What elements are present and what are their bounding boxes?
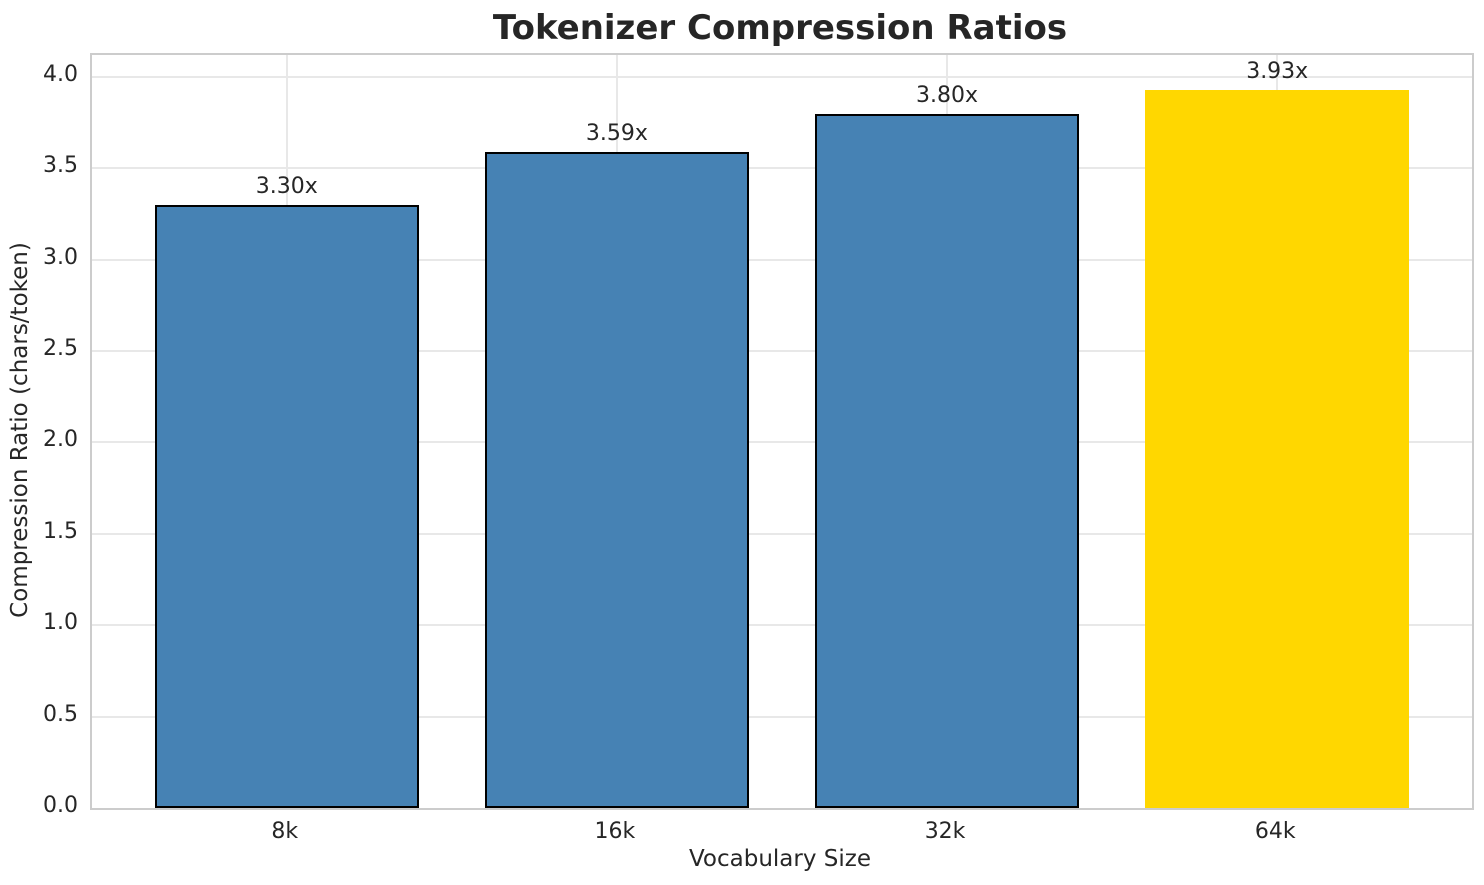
plot-area: 3.30x 3.59x 3.80x 3.93x bbox=[90, 53, 1474, 810]
bar-value-label: 3.93x bbox=[1246, 58, 1309, 84]
y-tick-label: 1.0 bbox=[43, 610, 78, 636]
y-tick-label: 3.0 bbox=[43, 244, 78, 270]
gridline-horizontal bbox=[92, 624, 1472, 627]
bar-16k bbox=[484, 151, 749, 808]
x-tick-label: 8k bbox=[271, 819, 299, 844]
bar-32k bbox=[815, 113, 1080, 808]
gridline-horizontal bbox=[92, 75, 1472, 78]
x-tick-label: 16k bbox=[594, 819, 636, 844]
bar-8k bbox=[154, 204, 419, 808]
y-tick-label: 1.5 bbox=[43, 518, 78, 544]
gridline-horizontal bbox=[92, 350, 1472, 353]
gridline-horizontal bbox=[92, 715, 1472, 718]
gridline-horizontal bbox=[92, 532, 1472, 535]
bar-value-label: 3.59x bbox=[585, 120, 648, 146]
y-tick-label: 0.0 bbox=[43, 793, 78, 818]
x-axis-label: Vocabulary Size bbox=[688, 846, 871, 872]
y-tick-label: 4.0 bbox=[43, 61, 78, 87]
bar-64k bbox=[1145, 89, 1410, 808]
x-tick-label: 32k bbox=[924, 819, 966, 844]
bar-value-label: 3.80x bbox=[916, 82, 979, 108]
gridline-horizontal bbox=[92, 258, 1472, 261]
y-tick-label: 3.5 bbox=[43, 153, 78, 179]
gridline-horizontal bbox=[92, 167, 1472, 170]
y-tick-label: 0.5 bbox=[43, 701, 78, 727]
chart-title: Tokenizer Compression Ratios bbox=[492, 8, 1068, 48]
y-tick-label: 2.5 bbox=[43, 336, 78, 362]
x-tick-label: 64k bbox=[1254, 819, 1296, 844]
gridline-horizontal bbox=[92, 441, 1472, 444]
y-tick-label: 2.0 bbox=[43, 427, 78, 453]
bar-value-label: 3.30x bbox=[255, 173, 318, 199]
